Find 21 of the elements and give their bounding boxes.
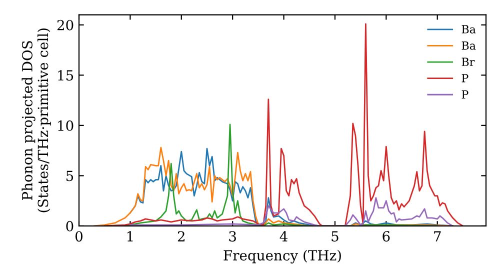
y-tick-label: 10 xyxy=(58,120,74,131)
x-axis-title: Frequency (THz) xyxy=(224,250,341,264)
x-tick-label: 5 xyxy=(332,231,338,242)
x-tick-label: 7 xyxy=(434,231,441,242)
legend-label: P xyxy=(462,90,468,99)
legend-label: Ba xyxy=(462,41,476,50)
x-tick-label: 4 xyxy=(280,231,288,242)
y-tick-label: 5 xyxy=(66,170,74,182)
y-tick-label: 20 xyxy=(57,20,74,30)
x-tick-label: 3 xyxy=(229,231,236,242)
x-tick-label: 1 xyxy=(127,231,133,242)
y-tick-label: 0 xyxy=(66,220,74,232)
legend-label: Br xyxy=(462,58,475,66)
legend-label: Ba xyxy=(462,25,476,34)
legend-label: P xyxy=(462,74,468,82)
line-series xyxy=(130,197,454,226)
x-tick-label: 6 xyxy=(382,231,390,242)
y-tick-label: 15 xyxy=(58,70,74,81)
y-axis-title: Phonon projected DOS (States/THz·primitive cell) xyxy=(22,28,51,212)
x-tick-label: 0 xyxy=(75,231,82,242)
x-tick-label: 2 xyxy=(178,231,184,242)
